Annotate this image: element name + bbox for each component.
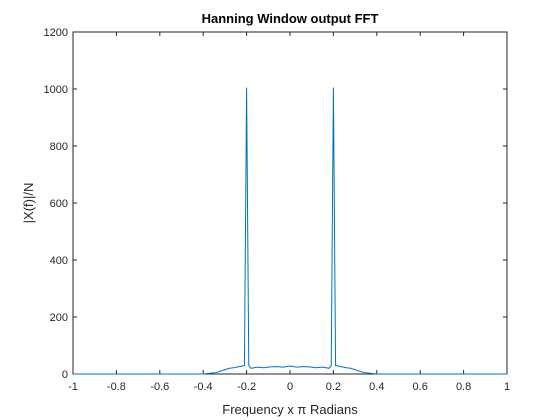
x-tick-label: 0.6 (413, 381, 428, 393)
plot-area (72, 31, 508, 375)
x-tick-label: -0.6 (150, 381, 169, 393)
series-line (73, 87, 507, 375)
x-tick-label: -0.8 (107, 381, 126, 393)
x-tick-label: -0.4 (194, 381, 213, 393)
y-tick-label: 1200 (44, 27, 68, 39)
x-axis: -1 -0.8 -0.6 -0.4 -0.2 0 0.2 0.4 0.6 0.8 1 (68, 32, 510, 393)
y-tick-label: 200 (50, 312, 68, 324)
x-tick-label: -0.2 (237, 381, 256, 393)
y-tick-label: 600 (50, 198, 68, 210)
x-tick-label: -1 (68, 381, 78, 393)
x-axis-label: Frequency x π Radians (222, 402, 358, 417)
y-tick-label: 0 (62, 369, 68, 381)
y-tick-label: 400 (50, 255, 68, 267)
y-tick-label: 800 (50, 141, 68, 153)
x-tick-label: 0.4 (369, 381, 384, 393)
y-axis-label: |X(f)|/N (21, 183, 36, 224)
x-tick-label: 0.8 (456, 381, 471, 393)
x-tick-label: 0.2 (326, 381, 341, 393)
x-tick-label: 1 (504, 381, 510, 393)
x-tick-label: 0 (287, 381, 293, 393)
y-axis: 0 200 400 600 800 1000 1200 (44, 27, 507, 381)
chart-title: Hanning Window output FFT (202, 11, 379, 26)
y-tick-label: 1000 (44, 84, 68, 96)
